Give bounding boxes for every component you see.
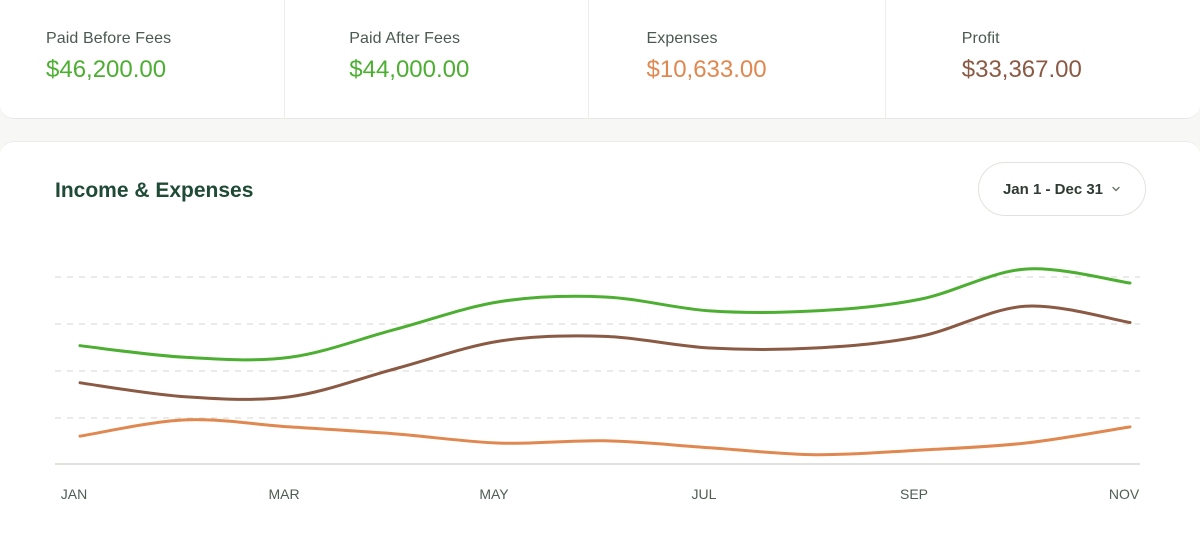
x-tick-label: SEP <box>900 486 928 502</box>
stat-label: Paid Before Fees <box>46 30 172 47</box>
stat-paid-before-fees: Paid Before Fees $46,200.00 <box>0 0 286 118</box>
income-expenses-card: Income & Expenses Jan 1 - Dec 31 JAN MAR M… <box>0 141 1200 543</box>
stat-paid-after-fees: Paid After Fees $44,000.00 <box>285 0 589 118</box>
series-line-1 <box>78 267 1132 362</box>
stat-value: $33,367.00 <box>961 56 1082 83</box>
x-tick-label: MAY <box>479 486 509 502</box>
gridlines <box>55 276 1140 419</box>
summary-stats: Paid Before Fees $46,200.00 Paid After F… <box>0 0 1200 119</box>
chevron-down-icon <box>1112 186 1120 192</box>
stat-value: $44,000.00 <box>349 56 470 83</box>
stat-value: $46,200.00 <box>46 56 167 83</box>
stat-label: Paid After Fees <box>349 30 461 47</box>
x-tick-label: NOV <box>1109 486 1140 502</box>
x-tick-label: MAR <box>268 486 299 502</box>
x-tick-label: JUL <box>692 486 717 502</box>
stat-label: Expenses <box>646 30 718 47</box>
date-range-label: Jan 1 - Dec 31 <box>1002 180 1104 198</box>
series-line-3 <box>78 418 1132 457</box>
x-tick-label: JAN <box>61 486 87 502</box>
stat-value: $10,633.00 <box>646 56 767 83</box>
stat-label: Profit <box>961 30 1000 47</box>
series-line-2 <box>78 304 1132 401</box>
date-range-dropdown[interactable]: Jan 1 - Dec 31 <box>978 162 1146 216</box>
line-chart: JAN MAR MAY JUL SEP NOV <box>55 267 1140 502</box>
chart-title: Income & Expenses <box>55 179 254 202</box>
stat-expenses: Expenses $10,633.00 <box>589 0 886 118</box>
stat-profit: Profit $33,367.00 <box>886 0 1200 118</box>
